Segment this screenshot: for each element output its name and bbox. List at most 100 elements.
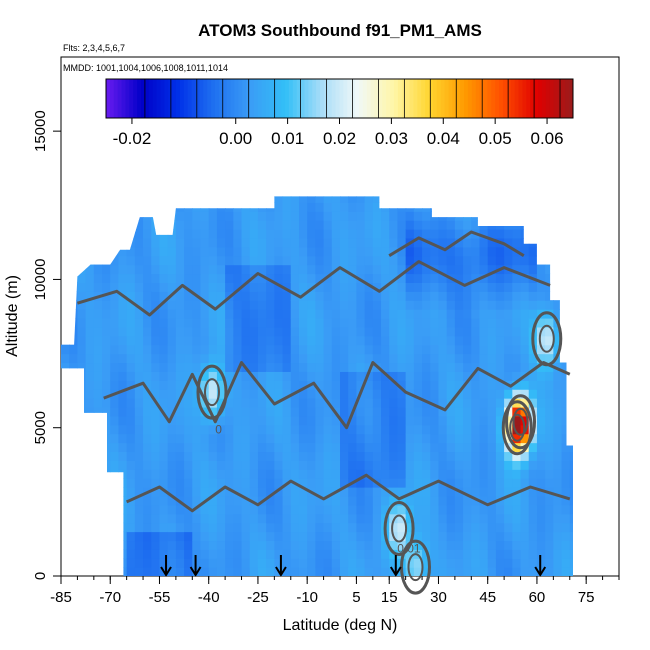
heat-cell — [331, 246, 341, 257]
y-tick-label: 0 — [32, 572, 49, 580]
heat-cell — [216, 202, 226, 212]
heat-cell — [61, 433, 70, 444]
heat-cell — [528, 549, 538, 559]
heat-cell — [298, 460, 308, 470]
heat-cell — [446, 442, 456, 453]
heat-cell — [414, 185, 423, 195]
heat-cell — [118, 513, 128, 524]
heat-cell — [364, 567, 374, 576]
heat-cell — [422, 380, 431, 390]
heat-cell — [528, 196, 538, 203]
heat-cell — [167, 317, 177, 328]
heat-cell — [233, 211, 243, 221]
heat-cell — [225, 540, 234, 550]
heat-cell — [233, 264, 243, 275]
heat-cell — [487, 282, 497, 292]
heat-cell — [151, 326, 161, 337]
heat-cell — [143, 398, 152, 408]
heat-cell — [233, 237, 243, 248]
heat-cell — [249, 264, 259, 275]
heat-cell — [93, 433, 103, 444]
heat-cell — [463, 326, 472, 337]
heat-cell — [143, 300, 152, 310]
heat-cell — [290, 522, 300, 533]
heat-cell — [479, 202, 489, 212]
heat-cell — [216, 540, 226, 550]
heat-cell — [134, 326, 144, 337]
heat-cell — [266, 326, 275, 337]
heat-cell — [274, 344, 284, 355]
heat-cell — [536, 406, 546, 417]
heat-cell — [430, 326, 440, 337]
heat-cell — [77, 522, 87, 533]
heat-cell — [241, 522, 251, 533]
heat-cell — [110, 344, 120, 355]
heat-cell — [274, 196, 284, 203]
heat-cell — [249, 362, 259, 372]
heat-cell — [315, 540, 325, 550]
heat-cell — [266, 495, 275, 506]
heat-cell — [94, 185, 103, 195]
heat-cell — [545, 469, 554, 479]
heat-cell — [110, 237, 120, 248]
heat-cell — [569, 264, 573, 275]
heat-cell — [463, 202, 472, 212]
heat-cell — [495, 229, 505, 239]
heat-cell — [340, 220, 349, 230]
heat-cell — [225, 282, 234, 292]
heat-cell — [102, 229, 111, 239]
profile-arrow-head — [189, 566, 202, 577]
heat-cell — [356, 273, 366, 283]
heat-cell — [290, 344, 300, 355]
heat-cell — [340, 246, 349, 257]
heat-cell — [167, 567, 177, 576]
heat-cell — [413, 353, 423, 364]
heat-cell — [110, 273, 120, 283]
heat-cell — [126, 433, 136, 444]
heat-cell — [364, 196, 374, 203]
heat-cell — [200, 531, 210, 542]
heat-cell — [134, 202, 144, 212]
heat-cell — [257, 291, 267, 301]
heat-cell — [430, 495, 440, 506]
heat-cell — [479, 362, 489, 372]
heat-cell — [307, 433, 316, 444]
colorbar-segment — [425, 79, 430, 118]
heat-cell — [282, 522, 292, 533]
heat-cell — [480, 185, 489, 195]
heat-cell — [331, 309, 341, 319]
heat-cell — [69, 246, 79, 257]
heat-cell — [126, 371, 136, 381]
heat-cell — [249, 300, 259, 310]
heat-cell — [495, 344, 505, 355]
colorbar-segment — [460, 79, 465, 118]
heat-cell — [307, 451, 316, 461]
heat-cell — [413, 558, 423, 568]
heat-cell — [118, 273, 128, 283]
heat-cell — [208, 442, 218, 453]
heat-cell — [545, 478, 554, 488]
heat-cell — [454, 300, 464, 310]
heat-cell — [332, 185, 341, 195]
heat-cell — [167, 273, 177, 283]
heat-cell — [413, 478, 423, 488]
heat-cell — [69, 237, 79, 248]
heat-cell — [69, 380, 79, 390]
heat-cell — [561, 229, 571, 239]
heat-cell — [487, 460, 497, 470]
heat-cell — [93, 371, 103, 381]
heat-cell — [159, 478, 169, 488]
heat-cell — [266, 424, 275, 435]
heat-cell — [307, 202, 316, 212]
heat-cell — [553, 264, 563, 275]
colorbar-segment — [541, 79, 547, 118]
heat-cell — [413, 540, 423, 550]
heat-cell — [340, 460, 349, 470]
heat-cell — [216, 380, 226, 390]
heat-cell — [512, 522, 522, 533]
heat-cell — [200, 442, 210, 453]
heat-cell — [495, 211, 505, 221]
heat-cell — [151, 406, 161, 417]
heat-cell — [487, 211, 497, 221]
heat-cell — [102, 185, 111, 195]
